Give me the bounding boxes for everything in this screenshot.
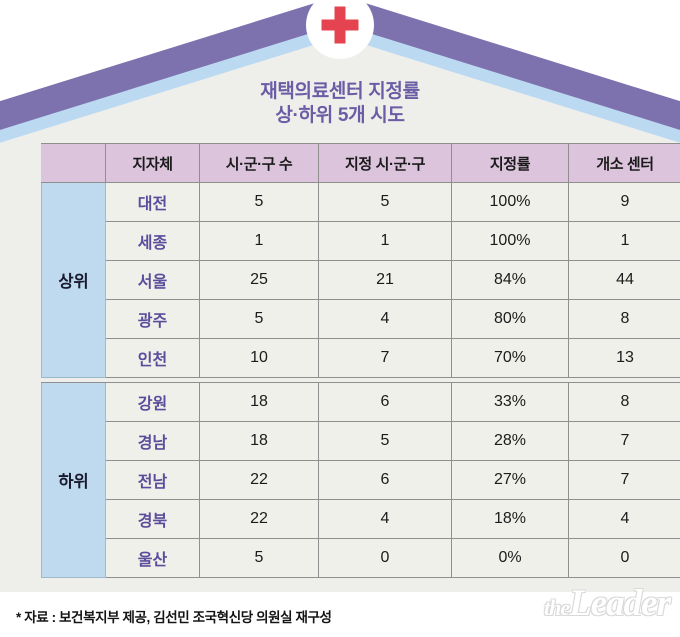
- designated-districts: 1: [318, 221, 452, 261]
- total-districts: 22: [199, 499, 319, 539]
- total-districts: 10: [199, 338, 319, 378]
- designated-districts: 4: [318, 499, 452, 539]
- center-count: 8: [568, 382, 680, 422]
- page-title: 재택의료센터 지정률 상·하위 5개 시도: [0, 80, 680, 129]
- table-row: 인천 10 7 70% 13: [42, 338, 680, 378]
- center-count: 8: [568, 299, 680, 339]
- designation-rate-table: 지자체 시·군·구 수 지정 시·군·구 지정률 개소 센터 상위 대전 5 5…: [41, 143, 680, 578]
- region-name: 광주: [105, 299, 200, 339]
- medical-cross-icon: [321, 6, 359, 44]
- center-count: 0: [568, 538, 680, 578]
- table-row: 경북 22 4 18% 4: [42, 499, 680, 539]
- designated-districts: 4: [318, 299, 452, 339]
- total-districts: 18: [199, 382, 319, 422]
- region-name: 울산: [105, 538, 200, 578]
- designation-rate: 100%: [451, 182, 569, 222]
- designation-rate: 28%: [451, 421, 569, 461]
- table-row: 광주 5 4 80% 8: [42, 299, 680, 339]
- source-note: * 자료 : 보건복지부 제공, 김선민 조국혁신당 의원실 재구성: [16, 610, 332, 625]
- center-count: 4: [568, 499, 680, 539]
- designation-rate: 33%: [451, 382, 569, 422]
- center-count: 9: [568, 182, 680, 222]
- column-header-total-districts: 시·군·구 수: [199, 143, 319, 183]
- center-count: 7: [568, 460, 680, 500]
- region-name: 세종: [105, 221, 200, 261]
- column-header-designation-rate: 지정률: [451, 143, 569, 183]
- center-count: 13: [568, 338, 680, 378]
- designated-districts: 0: [318, 538, 452, 578]
- table-row: 하위 강원 18 6 33% 8: [41, 382, 680, 578]
- designated-districts: 5: [318, 182, 452, 222]
- table-row: 상위 대전 5 5 100% 9: [41, 182, 680, 378]
- total-districts: 1: [199, 221, 319, 261]
- watermark-prefix: the: [544, 595, 570, 620]
- total-districts: 22: [199, 460, 319, 500]
- region-name: 전남: [105, 460, 200, 500]
- designated-districts: 7: [318, 338, 452, 378]
- designation-rate: 18%: [451, 499, 569, 539]
- designation-rate: 80%: [451, 299, 569, 339]
- column-header-designated-districts: 지정 시·군·구: [318, 143, 452, 183]
- column-header-region: 지자체: [105, 143, 200, 183]
- region-name: 서울: [105, 260, 200, 300]
- region-name: 강원: [105, 382, 200, 422]
- column-header-center-count: 개소 센터: [568, 143, 680, 183]
- section-label-upper: 상위: [41, 182, 106, 378]
- designation-rate: 0%: [451, 538, 569, 578]
- designated-districts: 6: [318, 382, 452, 422]
- region-name: 대전: [105, 182, 200, 222]
- total-districts: 5: [199, 299, 319, 339]
- watermark-name: Leader: [569, 583, 671, 624]
- total-districts: 18: [199, 421, 319, 461]
- designation-rate: 84%: [451, 260, 569, 300]
- table-row: 전남 22 6 27% 7: [42, 460, 680, 500]
- total-districts: 5: [199, 538, 319, 578]
- table-row: 서울 25 21 84% 44: [42, 260, 680, 300]
- designated-districts: 6: [318, 460, 452, 500]
- designated-districts: 5: [318, 421, 452, 461]
- table-header-row: 지자체 시·군·구 수 지정 시·군·구 지정률 개소 센터: [41, 143, 680, 183]
- medical-cross-badge: [306, 0, 374, 59]
- center-count: 44: [568, 260, 680, 300]
- designated-districts: 21: [318, 260, 452, 300]
- table-row: 울산 5 0 0% 0: [42, 538, 680, 578]
- total-districts: 25: [199, 260, 319, 300]
- table-row: 경남 18 5 28% 7: [42, 421, 680, 461]
- table-body: 상위 대전 5 5 100% 9 세종 1 1 100% 1 서울 25 21 …: [41, 182, 680, 578]
- designation-rate: 27%: [451, 460, 569, 500]
- section-label-lower: 하위: [41, 382, 106, 578]
- publisher-watermark: theLeader: [544, 583, 671, 624]
- total-districts: 5: [199, 182, 319, 222]
- page-title-line-1: 재택의료센터 지정률: [260, 81, 420, 102]
- center-count: 7: [568, 421, 680, 461]
- table-row: 세종 1 1 100% 1: [42, 221, 680, 261]
- column-header-rank: [41, 143, 106, 183]
- region-name: 경북: [105, 499, 200, 539]
- page-title-line-2: 상·하위 5개 시도: [275, 105, 405, 127]
- designation-rate: 100%: [451, 221, 569, 261]
- table-header: 지자체 시·군·구 수 지정 시·군·구 지정률 개소 센터: [41, 143, 680, 183]
- region-name: 인천: [105, 338, 200, 378]
- center-count: 1: [568, 221, 680, 261]
- designation-rate: 70%: [451, 338, 569, 378]
- region-name: 경남: [105, 421, 200, 461]
